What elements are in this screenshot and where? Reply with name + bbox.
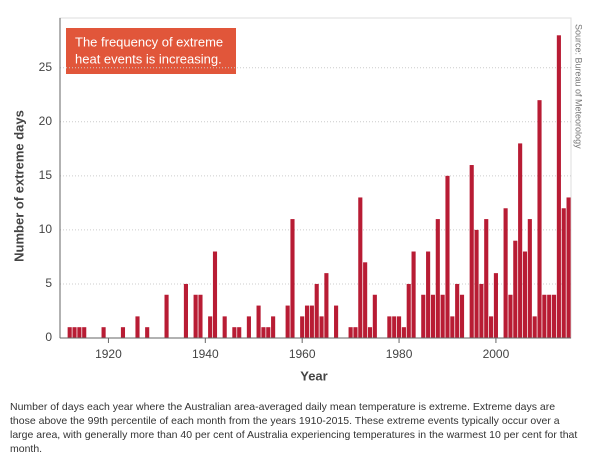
annotation: heat events is increasing. <box>75 51 222 66</box>
bar <box>542 294 547 338</box>
y-tick-label: 25 <box>39 60 53 74</box>
bar <box>261 327 266 338</box>
bar <box>363 262 368 338</box>
bar <box>426 251 431 338</box>
bar <box>387 316 392 338</box>
bar <box>164 294 169 338</box>
bar <box>198 294 203 338</box>
bar <box>547 294 552 338</box>
bar <box>324 273 329 338</box>
bar <box>372 294 377 338</box>
bar <box>503 208 508 338</box>
bar <box>348 327 353 338</box>
bar <box>237 327 242 338</box>
x-tick-label: 1920 <box>95 347 122 361</box>
bar <box>120 327 126 338</box>
bar <box>508 294 513 338</box>
bar <box>513 240 518 338</box>
annotation: The frequency of extreme <box>75 34 223 49</box>
bar <box>222 316 227 338</box>
bar <box>440 294 445 338</box>
y-tick-label: 0 <box>45 330 52 344</box>
bar <box>401 327 406 338</box>
bar <box>300 316 305 338</box>
bar <box>82 327 87 338</box>
bar <box>208 316 213 338</box>
bar <box>455 283 460 338</box>
bar <box>469 165 474 338</box>
bar <box>246 316 251 338</box>
bar <box>77 327 82 338</box>
bar <box>406 283 411 338</box>
bar <box>561 208 566 338</box>
bar <box>183 283 188 338</box>
bar <box>309 305 314 338</box>
bar <box>566 197 571 338</box>
x-tick-label: 1980 <box>386 347 413 361</box>
bar <box>314 283 319 338</box>
bar <box>532 316 537 338</box>
bar <box>493 273 498 338</box>
caption: Number of days each year where the Austr… <box>10 401 578 455</box>
bar <box>67 327 72 338</box>
bar <box>72 327 77 338</box>
bar <box>474 229 479 338</box>
bar <box>266 327 271 338</box>
x-tick-label: 1940 <box>192 347 219 361</box>
y-tick-label: 20 <box>39 114 53 128</box>
bar <box>396 316 402 338</box>
bar <box>193 294 198 338</box>
bar <box>459 294 465 338</box>
bar <box>522 251 528 338</box>
x-tick-label: 1960 <box>289 347 316 361</box>
bar <box>411 251 416 338</box>
bar <box>435 219 440 338</box>
chart: Year Number of extreme days Source: Bure… <box>11 17 584 383</box>
bar <box>489 316 494 338</box>
x-tick-label: 2000 <box>483 347 510 361</box>
bar <box>527 219 532 338</box>
x-axis-label: Year <box>300 368 327 383</box>
bar <box>484 219 489 338</box>
bar <box>135 316 140 338</box>
bar <box>421 294 426 338</box>
bar <box>145 327 150 338</box>
bar <box>304 305 310 338</box>
bar <box>518 143 523 338</box>
bar <box>392 316 397 338</box>
bar <box>551 294 557 338</box>
bar <box>334 305 339 338</box>
bar <box>367 327 373 338</box>
bar <box>285 305 290 338</box>
bar <box>445 175 450 338</box>
bar <box>556 35 561 338</box>
y-tick-label: 15 <box>39 168 53 182</box>
bar <box>353 327 358 338</box>
bar <box>101 327 106 338</box>
bar <box>290 219 295 338</box>
bar <box>256 305 261 338</box>
y-tick-label: 10 <box>39 222 53 236</box>
bar <box>232 327 237 338</box>
source: Source: Bureau of Meteorology <box>574 24 584 149</box>
bar <box>537 100 542 338</box>
bar <box>212 251 218 338</box>
y-axis-label: Number of extreme days <box>11 110 26 262</box>
annotation-box <box>66 28 236 74</box>
bar <box>271 316 276 338</box>
bar <box>358 197 363 338</box>
bar <box>450 316 455 338</box>
bar <box>319 316 324 338</box>
bar <box>430 294 436 338</box>
bar <box>479 283 484 338</box>
y-tick-label: 5 <box>45 276 52 290</box>
